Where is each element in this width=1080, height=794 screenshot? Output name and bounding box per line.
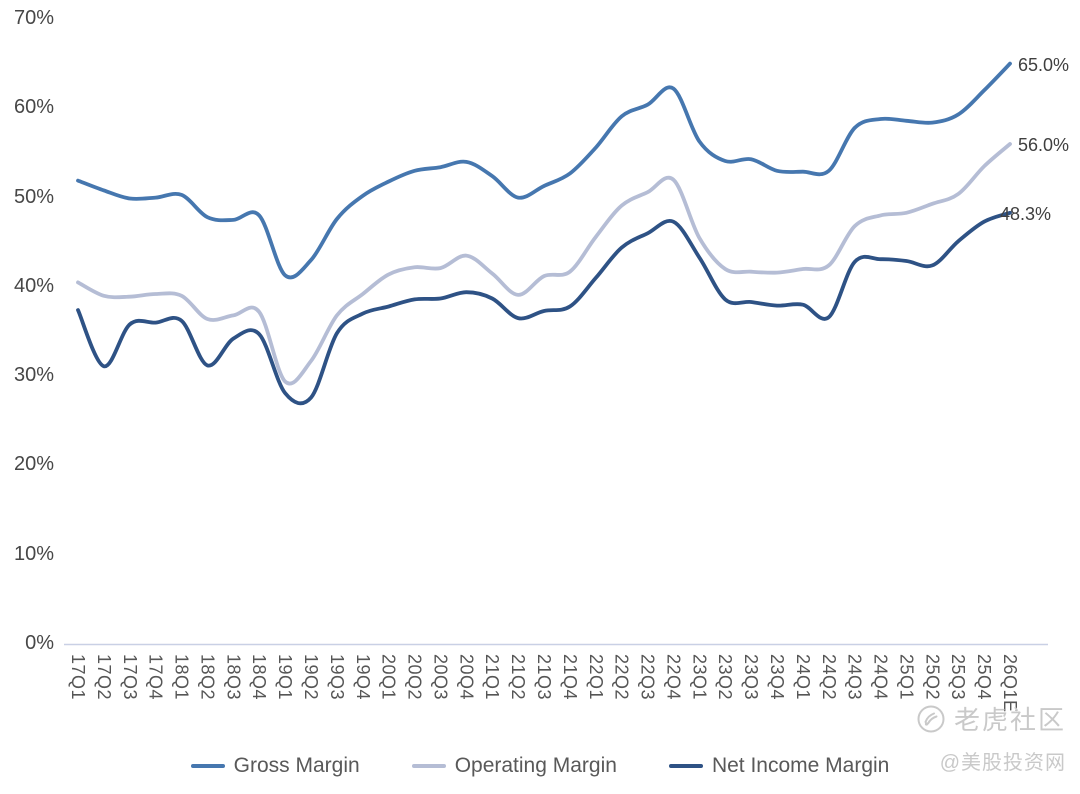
- y-tick-label: 20%: [13, 453, 54, 476]
- x-tick-label: 19Q3: [326, 654, 347, 701]
- end-label-operating-margin: 56.0%: [1018, 135, 1070, 155]
- legend-item-gross-margin: Gross Margin: [190, 754, 360, 778]
- x-tick-label: 19Q2: [301, 654, 321, 701]
- x-tick-label: 21Q3: [534, 654, 554, 701]
- x-tick-label: 17Q3: [119, 654, 140, 701]
- x-tick-label: 18Q2: [197, 654, 218, 701]
- x-tick-label: 21Q4: [559, 654, 580, 701]
- end-label-net-income-margin: 48.3%: [1000, 203, 1052, 224]
- x-tick-label: 20Q2: [404, 654, 425, 701]
- x-tick-label: 23Q4: [767, 654, 787, 701]
- legend-swatch: [411, 764, 446, 768]
- legend-swatch: [668, 764, 703, 768]
- y-tick-label: 60%: [13, 96, 54, 119]
- x-tick-label: 24Q4: [870, 654, 891, 701]
- x-tick-label: 24Q1: [792, 654, 813, 701]
- x-tick-label: 23Q3: [741, 654, 762, 701]
- x-tick-label: 18Q3: [223, 654, 244, 701]
- x-tick-label: 19Q1: [275, 654, 296, 701]
- series-line-operating-margin: [76, 142, 1012, 386]
- end-label-gross-margin: 65.0%: [1018, 54, 1070, 75]
- x-tick-label: 21Q2: [508, 654, 529, 701]
- legend-swatch: [190, 764, 225, 768]
- x-tick-label: 18Q1: [171, 654, 192, 701]
- x-tick-label: 21Q1: [482, 654, 503, 701]
- watermark-brand: 老虎社区: [953, 705, 1066, 735]
- x-tick-label: 17Q1: [68, 654, 88, 701]
- watermark-handle: @美股投资网: [939, 752, 1066, 774]
- y-tick-label: 0%: [25, 632, 54, 654]
- x-tick-label: 24Q2: [818, 654, 839, 701]
- x-tick-label: 24Q3: [844, 654, 865, 701]
- series-line-gross-margin: [76, 61, 1012, 280]
- x-tick-label: 20Q1: [378, 654, 399, 701]
- x-tick-label: 26Q1E: [1000, 654, 1020, 713]
- x-tick-label: 17Q2: [93, 654, 114, 701]
- x-tick-label: 23Q2: [715, 654, 736, 701]
- legend-label: Gross Margin: [233, 754, 360, 777]
- x-tick-label: 22Q4: [663, 654, 684, 701]
- legend-item-net-income-margin: Net Income Margin: [668, 754, 890, 778]
- legend-item-operating-margin: Operating Margin: [411, 754, 617, 778]
- x-tick-label: 18Q4: [249, 654, 270, 701]
- y-tick-label: 40%: [13, 274, 54, 297]
- legend-label: Net Income Margin: [711, 754, 890, 777]
- tiger-paw-icon: [916, 704, 946, 734]
- x-tick-label: 22Q2: [611, 654, 632, 701]
- y-tick-label: 50%: [13, 185, 54, 208]
- x-tick-label: 17Q4: [145, 654, 166, 701]
- legend: Gross Margin Operating Margin Net Income M…: [0, 754, 1080, 778]
- x-tick-label: 20Q4: [456, 654, 477, 701]
- x-tick-label: 25Q1: [896, 654, 917, 701]
- legend-label: Operating Margin: [454, 754, 617, 777]
- y-tick-label: 10%: [13, 542, 54, 565]
- series-line-net-income-margin: [76, 210, 1012, 406]
- x-tick-label: 20Q3: [430, 654, 451, 701]
- y-tick-label: 70%: [13, 7, 54, 29]
- x-tick-label: 22Q1: [585, 654, 606, 701]
- y-tick-label: 30%: [13, 364, 54, 387]
- x-tick-label: 25Q2: [922, 654, 943, 701]
- x-tick-label: 22Q3: [637, 654, 658, 701]
- x-tick-label: 25Q4: [974, 654, 995, 701]
- x-tick-label: 19Q4: [352, 654, 373, 701]
- x-tick-label: 23Q1: [689, 654, 710, 701]
- watermark: 老虎社区 @美股投资网: [916, 700, 1066, 775]
- x-tick-label: 25Q3: [948, 654, 969, 701]
